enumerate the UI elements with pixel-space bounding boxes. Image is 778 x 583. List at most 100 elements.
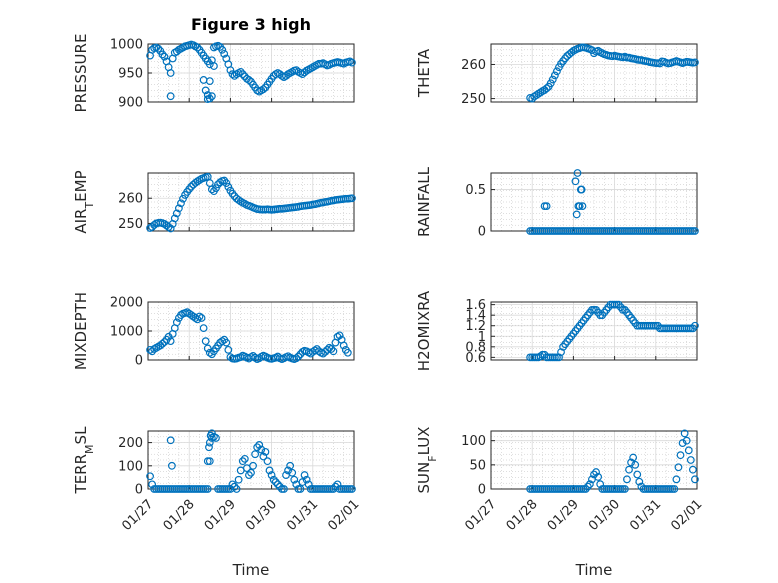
data-point (203, 344, 212, 353)
subplot-terr-msl: 0 100 200 01/27 01/28 01/29 01/30 01/31 02/01 TER… (72, 426, 362, 534)
data-point (220, 49, 229, 58)
y-tick-label: 0.8 (465, 340, 486, 355)
data-point (148, 480, 157, 489)
data-point (635, 477, 644, 486)
subplot-theta: 250 260 THETA (415, 43, 699, 107)
data-point (286, 461, 295, 470)
data-point (271, 478, 280, 486)
y-tick-label: 250 (461, 92, 486, 107)
data-point (224, 345, 233, 354)
y-tick-label: 50 (469, 458, 486, 473)
data-point (581, 485, 590, 493)
axes-frame (490, 43, 698, 103)
data-point (275, 482, 284, 491)
y-tick-label: 100 (118, 459, 143, 474)
data-point (561, 54, 570, 63)
data-point (574, 202, 583, 211)
data-point (205, 348, 214, 357)
data-point (280, 485, 288, 493)
axes-frame (147, 430, 355, 490)
data-point (691, 227, 699, 235)
data-point (578, 202, 587, 211)
data-point (263, 457, 272, 466)
data-point (205, 60, 214, 69)
data-point (585, 480, 594, 489)
data-point (230, 482, 239, 491)
data-point (672, 475, 681, 484)
data-point (255, 441, 264, 449)
data-point (269, 475, 278, 484)
y-tick-label: 1000 (110, 325, 143, 340)
y-tick-label: 1000 (110, 38, 143, 53)
data-point (174, 204, 183, 213)
data-point (170, 214, 179, 223)
data-point (245, 471, 253, 479)
data-point (146, 472, 154, 481)
data-point (553, 67, 561, 76)
subplot-sun-flux: 0 50 100 01/27 01/28 01/29 01/30 01/31 02/01 SUNF… (415, 427, 705, 534)
data-point (290, 475, 299, 484)
data-point (686, 456, 695, 464)
data-point (199, 324, 208, 333)
data-point (234, 475, 243, 484)
y-tick-label: 2000 (110, 296, 143, 311)
subplot-air-temp: 250 260 AIRTEMP (72, 170, 356, 234)
y-axis-label: SUNFLUX (415, 427, 439, 494)
y-tick-label: 0 (478, 225, 486, 240)
data-point (590, 470, 598, 479)
data-point (232, 485, 241, 493)
x-tick-label: 01/29 (545, 497, 582, 534)
y-tick-label: 950 (118, 67, 143, 82)
data-point (166, 436, 175, 445)
data-point (300, 471, 309, 479)
data-point (321, 347, 330, 356)
data-point (172, 209, 181, 218)
data-point (296, 485, 305, 493)
data-point (536, 88, 545, 97)
x-tick-label: 01/27 (462, 497, 499, 534)
data-point (339, 341, 348, 350)
data-point (691, 321, 699, 330)
y-tick-label: 1 (478, 330, 486, 345)
data-point (267, 471, 276, 479)
y-axis-label: MIXDEPTH (72, 292, 90, 370)
data-point (572, 210, 581, 219)
data-point (670, 485, 679, 493)
subplot-h2omixra: 0.60.811.21.41.6 H2OMIXRA (415, 290, 699, 371)
data-point (627, 458, 635, 467)
data-point (621, 485, 629, 493)
data-point (203, 457, 212, 466)
data-point (261, 447, 270, 456)
data-point (631, 460, 640, 469)
data-point (555, 353, 563, 362)
data-point (348, 58, 356, 67)
data-point (197, 314, 206, 322)
data-point (259, 85, 268, 94)
data-point (212, 184, 220, 193)
data-point (557, 348, 565, 356)
data-point (207, 185, 216, 194)
y-tick-label: 250 (118, 217, 143, 232)
subplot-rainfall: 0 0.5 RAINFALL (415, 166, 699, 240)
data-point (273, 480, 282, 489)
data-point (583, 482, 592, 491)
y-axis-label: H2OMIXRA (415, 290, 433, 371)
axes-frame (490, 430, 698, 490)
data-point (284, 466, 292, 475)
subplot-pressure: 900 950 1000 PRESSURE (72, 34, 356, 112)
data-point (573, 169, 582, 177)
data-point (329, 347, 338, 356)
x-tick-label: 01/29 (202, 497, 239, 534)
axes-frame (490, 301, 698, 361)
y-tick-label: 0.5 (465, 183, 486, 198)
data-point (166, 337, 175, 346)
data-point (542, 84, 551, 93)
figure-title: Figure 3 high (191, 15, 311, 34)
data-point (166, 69, 175, 77)
data-point (222, 338, 231, 347)
data-point (633, 470, 642, 479)
data-point (691, 475, 699, 484)
data-point (218, 45, 227, 54)
